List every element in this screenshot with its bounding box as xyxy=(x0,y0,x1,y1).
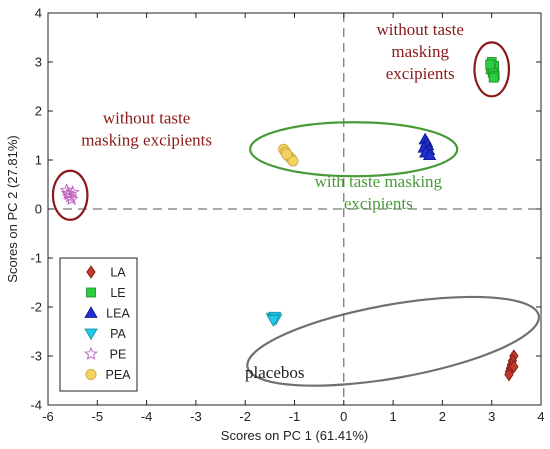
series-le xyxy=(485,57,500,83)
tick-group: -6 -5 -4 -3 -2 -1 0 1 2 3 4 -4 -3 -2 -1 0 1 2 3 4 xyxy=(30,6,544,425)
x-tick-label: -4 xyxy=(141,409,153,424)
point-pa xyxy=(266,315,280,328)
legend-label-le: LE xyxy=(110,286,125,300)
series-pea xyxy=(278,143,299,167)
point-pe xyxy=(65,185,80,199)
x-tick-label: -5 xyxy=(92,409,104,424)
annotation-le-line: masking xyxy=(391,42,449,61)
x-axis-label: Scores on PC 1 (61.41%) xyxy=(221,428,368,443)
x-tick-label: 2 xyxy=(439,409,446,424)
legend-marker-pe xyxy=(84,346,98,360)
point-pe xyxy=(63,189,78,203)
x-tick-label: 4 xyxy=(537,409,544,424)
annotation-le-line: without taste xyxy=(377,20,464,39)
series-lea xyxy=(417,132,437,161)
annotation-pe: without taste masking excipients xyxy=(81,108,212,149)
point-le xyxy=(488,72,499,83)
annotation-pe-line: without taste xyxy=(103,108,190,127)
y-tick-label: 4 xyxy=(35,6,42,21)
point-pe xyxy=(60,186,75,200)
y-tick-label: 2 xyxy=(35,104,42,119)
y-tick-label: 3 xyxy=(35,55,42,70)
legend-label-lea: LEA xyxy=(106,307,130,321)
legend-label-pe: PE xyxy=(110,348,127,362)
series-pa xyxy=(265,311,283,328)
legend-label-pea: PEA xyxy=(105,368,131,382)
y-tick-label: -2 xyxy=(30,300,42,315)
x-tick-label: -2 xyxy=(239,409,251,424)
annotation-pe-line: masking excipients xyxy=(81,130,212,149)
ellipse-placebos xyxy=(246,295,540,387)
x-tick-label: 0 xyxy=(340,409,347,424)
annotation-taste-line: with taste masking xyxy=(315,172,443,191)
x-tick-label: -3 xyxy=(190,409,202,424)
legend-marker-lea xyxy=(84,306,98,318)
x-tick-label: -6 xyxy=(42,409,54,424)
legend-marker-la xyxy=(86,265,96,279)
zero-lines xyxy=(48,13,541,405)
y-tick-label: 1 xyxy=(35,153,42,168)
point-la xyxy=(509,360,519,374)
y-tick-label: -3 xyxy=(30,349,42,364)
point-le xyxy=(485,59,496,70)
y-tick-label: 0 xyxy=(35,202,42,217)
point-pe xyxy=(59,183,74,197)
series-la xyxy=(504,349,519,382)
annotation-taste: with taste masking excipients xyxy=(315,172,443,213)
legend-label-pa: PA xyxy=(110,327,126,341)
point-pea xyxy=(281,148,293,160)
point-la xyxy=(504,367,514,382)
data-points xyxy=(59,57,519,382)
y-tick-label: -1 xyxy=(30,251,42,266)
y-tick-label: -4 xyxy=(30,398,42,413)
annotation-taste-line: excipients xyxy=(344,194,413,213)
legend: LA LE LEA PA PE PEA xyxy=(59,257,138,392)
x-tick-label: 1 xyxy=(389,409,396,424)
annotation-placebos: placebos xyxy=(245,363,304,382)
ellipse-le xyxy=(473,41,511,98)
legend-label-la: LA xyxy=(110,266,126,280)
ellipse-pe xyxy=(51,169,89,221)
x-tick-label: 3 xyxy=(488,409,495,424)
legend-box xyxy=(59,257,138,392)
point-pea xyxy=(287,155,299,167)
annotation-le: without taste masking excipients xyxy=(377,20,464,83)
annotation-le-line: excipients xyxy=(386,64,455,83)
ellipse-taste-masking xyxy=(249,121,459,178)
x-tick-label: -1 xyxy=(289,409,301,424)
legend-marker-le xyxy=(86,287,96,298)
series-pe xyxy=(59,183,80,206)
annotation-placebos-line: placebos xyxy=(245,363,304,382)
y-axis-label: Scores on PC 2 (27.81%) xyxy=(5,135,20,282)
ellipse-group xyxy=(51,41,540,387)
legend-marker-pa xyxy=(84,328,98,341)
legend-marker-pea xyxy=(85,368,97,380)
point-lea xyxy=(422,148,437,161)
